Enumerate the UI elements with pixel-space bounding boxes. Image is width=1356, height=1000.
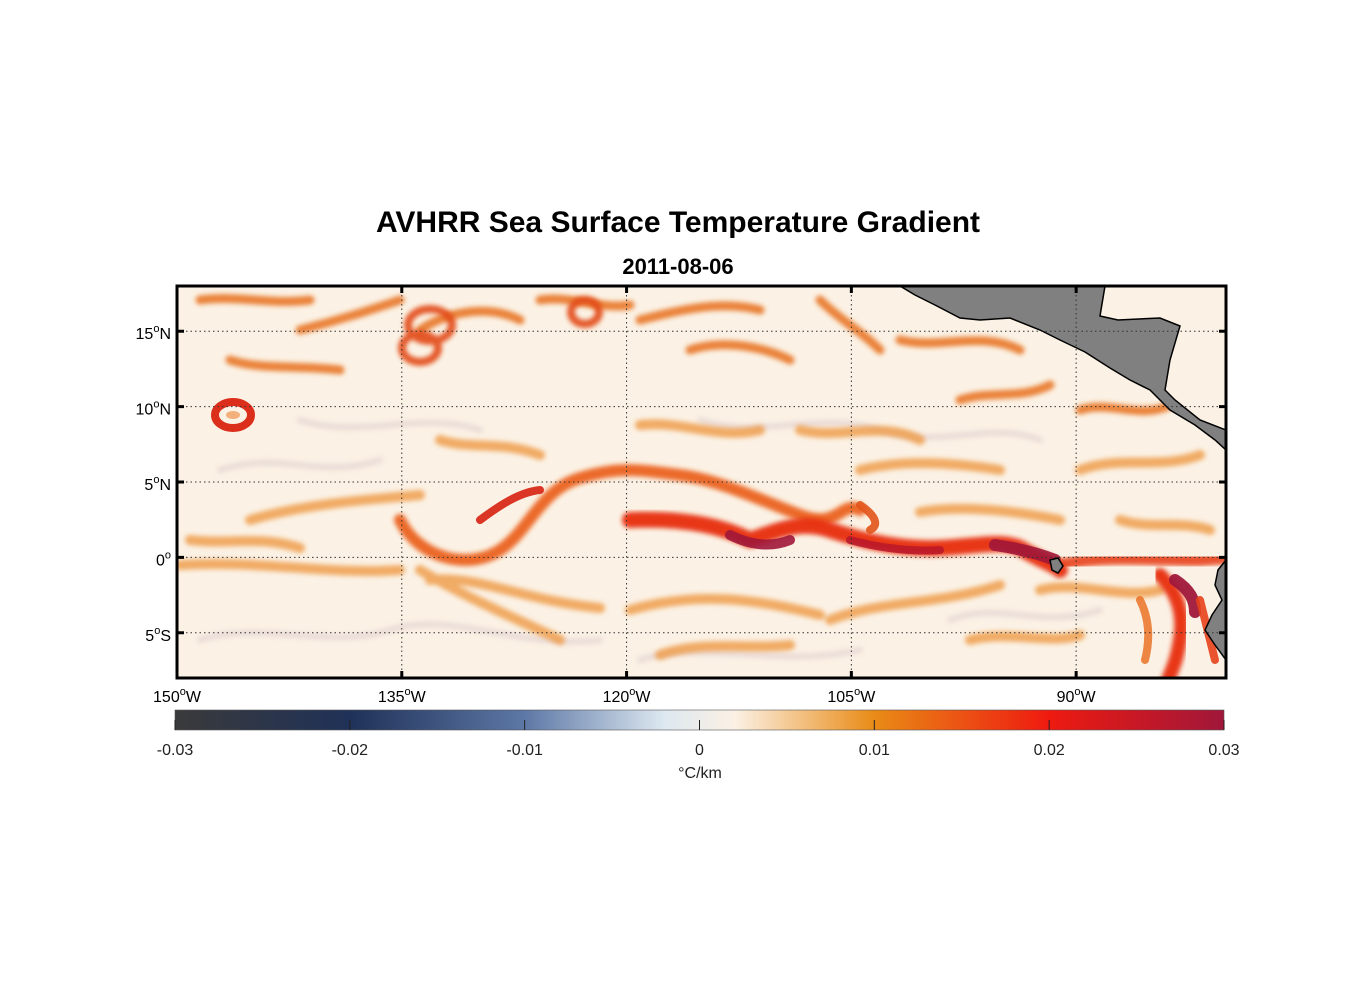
lon-tick-label: 90oW xyxy=(1057,686,1097,706)
colorbar-tick-label: -0.01 xyxy=(506,742,543,759)
longitude-labels: 150oW 135oW 120oW 105oW 90oW xyxy=(153,686,1097,706)
colorbar-tick-label: -0.03 xyxy=(157,742,194,759)
lon-tick-label: 150oW xyxy=(153,686,202,706)
land-masses xyxy=(898,286,1226,662)
gradient-field xyxy=(177,294,1226,678)
colorbar: -0.03 -0.02 -0.01 0 0.01 0.02 0.03 °C/km xyxy=(157,709,1240,782)
lat-tick-label: 0o xyxy=(156,549,171,569)
colorbar-tick-label: 0.01 xyxy=(859,742,890,759)
lat-tick-label: 5oN xyxy=(144,474,171,494)
colorbar-tick-label: -0.02 xyxy=(332,742,369,759)
colorbar-ticks: -0.03 -0.02 -0.01 0 0.01 0.02 0.03 xyxy=(157,720,1240,759)
chart-subtitle: 2011-08-06 xyxy=(622,254,734,279)
eddy-10n xyxy=(211,398,255,432)
galapagos-island xyxy=(1049,557,1064,574)
map-ticks xyxy=(175,286,1226,678)
gridlines xyxy=(177,286,1226,678)
northern-eddies xyxy=(398,296,603,366)
lat-tick-label: 5oS xyxy=(145,625,171,645)
lon-tick-label: 105oW xyxy=(827,686,876,706)
northern-filaments xyxy=(195,294,1175,416)
lon-tick-label: 120oW xyxy=(603,686,652,706)
chart-title: AVHRR Sea Surface Temperature Gradient xyxy=(375,206,981,239)
map-plot-area xyxy=(175,284,1228,680)
colorbar-tick-label: 0.03 xyxy=(1208,742,1239,759)
lat-tick-label: 15oN xyxy=(136,323,171,343)
colorbar-tick-label: 0 xyxy=(695,742,704,759)
equatorial-front xyxy=(394,464,1226,578)
lon-tick-label: 135oW xyxy=(378,686,427,706)
moderate-gradient-filaments xyxy=(177,419,1215,660)
lat-tick-label: 10oN xyxy=(136,399,171,419)
south-america-land xyxy=(1204,558,1226,662)
colorbar-label: °C/km xyxy=(678,765,722,782)
latitude-labels: 15oN 10oN 5oN 0o 5oS xyxy=(136,323,171,645)
central-america-land xyxy=(898,286,1226,452)
colorbar-tick-label: 0.02 xyxy=(1034,742,1065,759)
